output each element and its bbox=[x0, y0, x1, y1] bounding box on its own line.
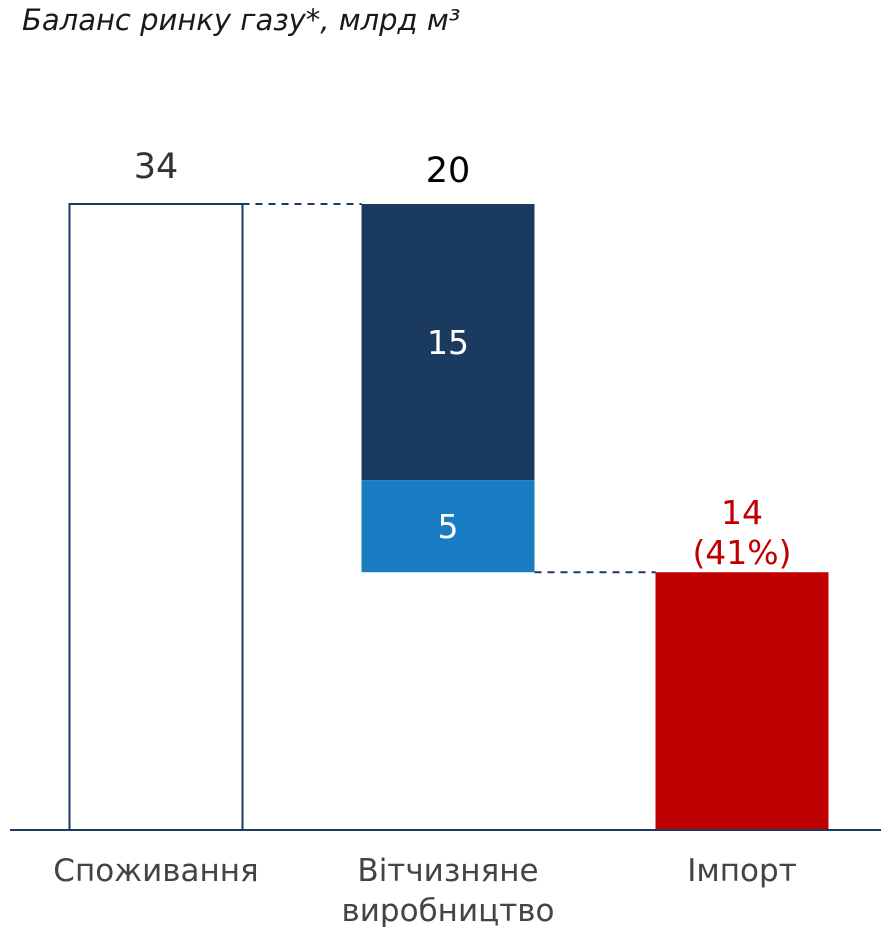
bar-segment bbox=[361, 480, 535, 573]
x-tick-label: Вітчизняне виробництво bbox=[342, 853, 555, 927]
segment-label: 15 bbox=[427, 323, 469, 362]
total-label: 20 bbox=[426, 151, 471, 191]
bar-segment bbox=[68, 203, 244, 831]
bar-segment bbox=[655, 572, 829, 830]
share-label: (41%) bbox=[692, 533, 791, 572]
chart-title: Баланс ринку газу*, млрд м³ bbox=[22, 3, 460, 37]
x-tick-label: Споживання bbox=[53, 853, 258, 889]
segment-label: 5 bbox=[438, 507, 459, 546]
value-label: 34 bbox=[134, 147, 179, 187]
bar-segment bbox=[361, 204, 535, 481]
value-label: 14 bbox=[721, 493, 763, 532]
x-tick-label: Імпорт bbox=[687, 853, 797, 889]
